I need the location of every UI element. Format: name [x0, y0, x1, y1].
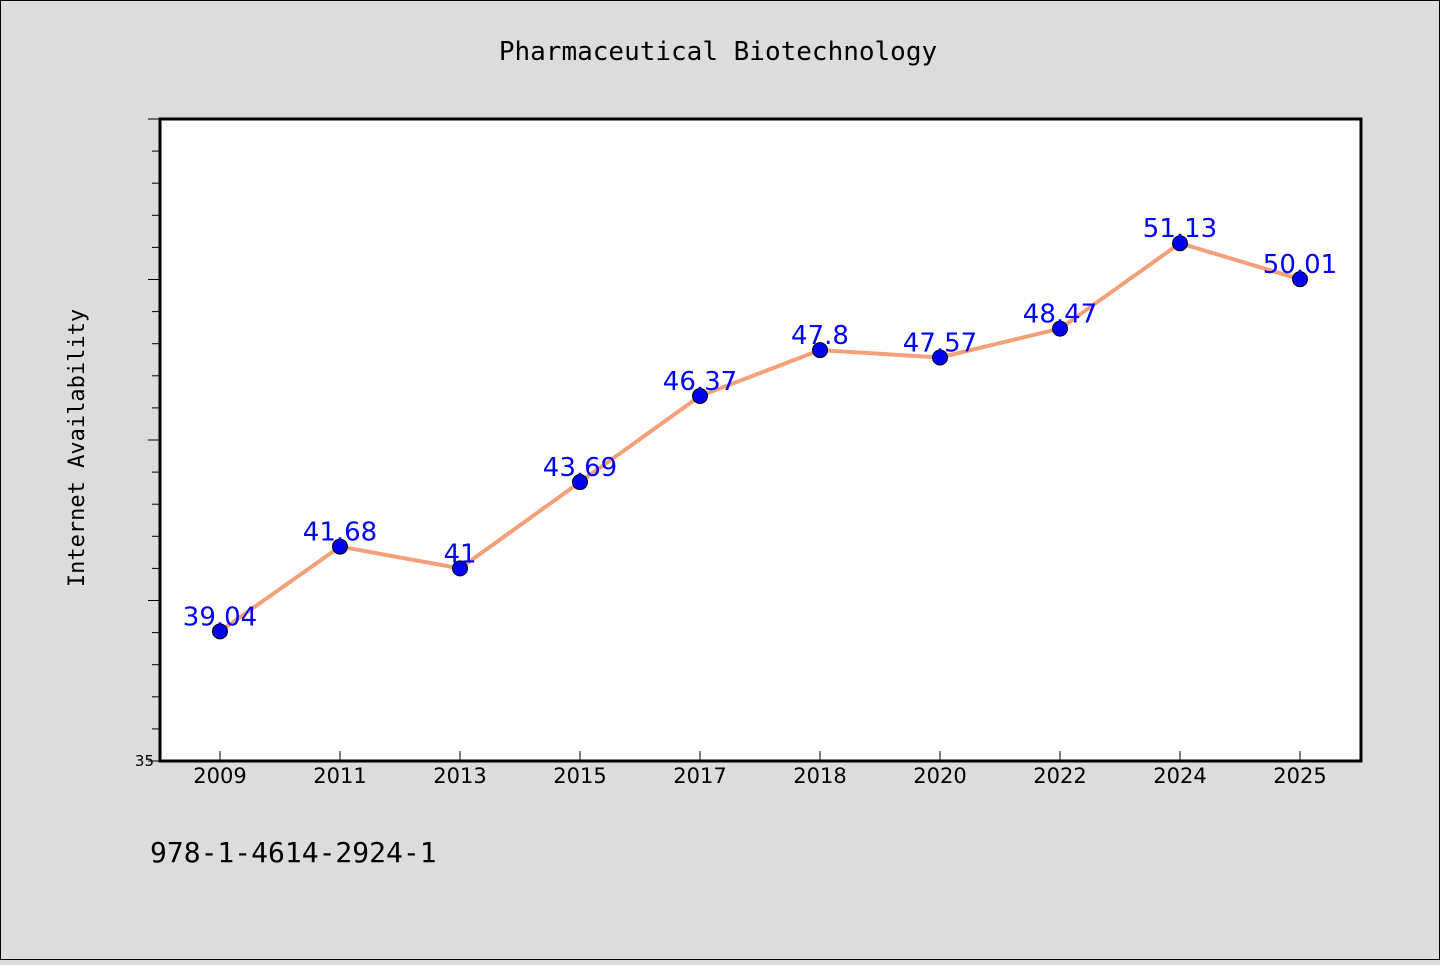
- data-point: [692, 388, 708, 405]
- x-tick-label: 2022: [1033, 764, 1086, 788]
- data-markers: [212, 235, 1308, 640]
- data-point: [332, 538, 348, 555]
- y-axis-ticks: 35: [135, 118, 160, 770]
- y-axis-label: Internet Availability: [65, 309, 90, 587]
- data-label: 39.04: [183, 602, 257, 632]
- data-point: [1172, 235, 1188, 252]
- chart-title: Pharmaceutical Biotechnology: [499, 37, 937, 67]
- x-tick-label: 2015: [553, 764, 606, 788]
- series-line: [218, 241, 1302, 634]
- plot-area: [158, 117, 1363, 763]
- data-label: 48.47: [1023, 300, 1097, 330]
- data-label: 41.68: [303, 518, 377, 548]
- footer-text: 978-1-4614-2924-1: [150, 836, 437, 869]
- series-lines: [218, 241, 1302, 634]
- x-axis-ticks: 2009 2011 2013 2015 2017 2018 2020 2022 2024 2025: [193, 751, 1327, 788]
- data-point: [812, 342, 828, 359]
- data-label: 47.57: [903, 329, 977, 359]
- data-label: 51.13: [1143, 214, 1217, 244]
- data-label: 41: [443, 539, 476, 569]
- data-point: [1052, 320, 1068, 337]
- data-point: [452, 560, 468, 577]
- x-tick-label: 2011: [313, 764, 366, 788]
- data-label: 46.37: [663, 367, 737, 397]
- data-point: [572, 474, 588, 491]
- x-tick-label: 2018: [793, 764, 846, 788]
- x-tick-label: 2024: [1153, 764, 1206, 788]
- data-label: 50.01: [1263, 250, 1337, 280]
- data-label: 47.8: [791, 321, 849, 351]
- x-tick-label: 2020: [913, 764, 966, 788]
- data-point: [212, 623, 228, 640]
- y-tick-label: 35: [135, 752, 154, 770]
- x-tick-label: 2017: [673, 764, 726, 788]
- data-point: [932, 349, 948, 366]
- x-tick-label: 2013: [433, 764, 486, 788]
- data-label: 43.69: [543, 453, 617, 483]
- data-labels: 39.04 41.68 41 43.69 46.37 47.8 47.57 48.47 51.1…: [183, 214, 1337, 632]
- x-tick-label: 2009: [193, 764, 246, 788]
- x-tick-label: 2025: [1273, 764, 1326, 788]
- data-point: [1292, 271, 1308, 288]
